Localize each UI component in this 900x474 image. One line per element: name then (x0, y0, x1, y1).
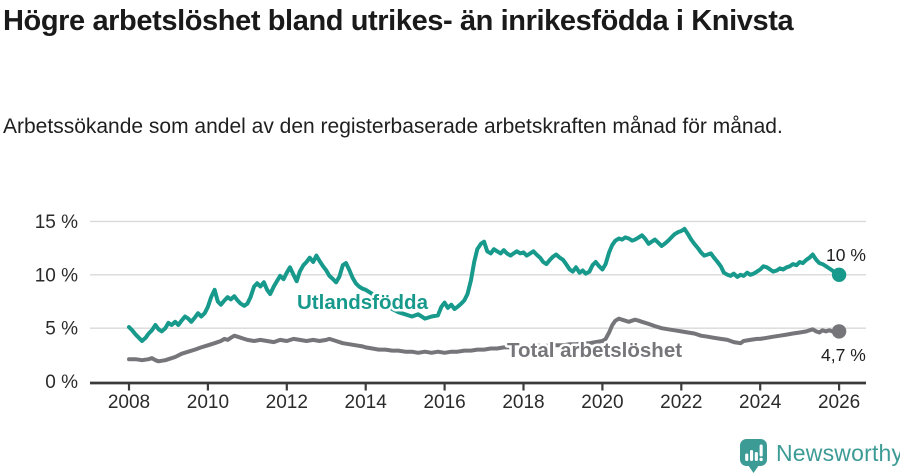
x-tick-label: 2024 (739, 392, 782, 413)
y-tick-label: 0 % (45, 372, 78, 393)
line-chart: 0 % 5 % 10 % 15 % 2008 2010 2012 2014 2016 2018 20… (35, 212, 866, 413)
series-line-utlandsfodda (127, 226, 842, 343)
x-tick-label: 2022 (660, 392, 702, 413)
brand-footer: Newsworthy (739, 436, 900, 474)
x-tick-label: 2010 (187, 392, 229, 413)
page-subtitle: Arbetssökande som andel av den registerb… (3, 115, 783, 138)
y-tick-label: 10 % (35, 265, 78, 286)
x-tick-label: 2018 (502, 392, 544, 413)
end-value-label-total: 4,7 % (821, 345, 866, 365)
x-tick-label: 2026 (818, 392, 860, 413)
x-tick-label: 2020 (581, 392, 623, 413)
series-end-dot-utlandsfodda (831, 267, 847, 282)
x-tick-label: 2012 (266, 392, 308, 413)
y-tick-label: 5 % (45, 319, 78, 340)
series-end-dot-total (831, 324, 847, 339)
x-tick-label: 2008 (108, 392, 150, 413)
x-tick-label: 2016 (423, 392, 465, 413)
x-tick-label: 2014 (345, 392, 388, 413)
end-value-label-utlandsfodda: 10 % (826, 245, 866, 265)
newsworthy-logo-icon (740, 439, 767, 473)
series-label-utlandsfodda: Utlandsfödda (297, 291, 429, 314)
series-label-total: Total arbetslöshet (507, 339, 682, 362)
series-line-total (127, 316, 842, 364)
y-tick-label: 15 % (35, 212, 78, 233)
page-title: Högre arbetslöshet bland utrikes- än inr… (3, 5, 794, 37)
brand-name: Newsworthy (776, 440, 900, 466)
